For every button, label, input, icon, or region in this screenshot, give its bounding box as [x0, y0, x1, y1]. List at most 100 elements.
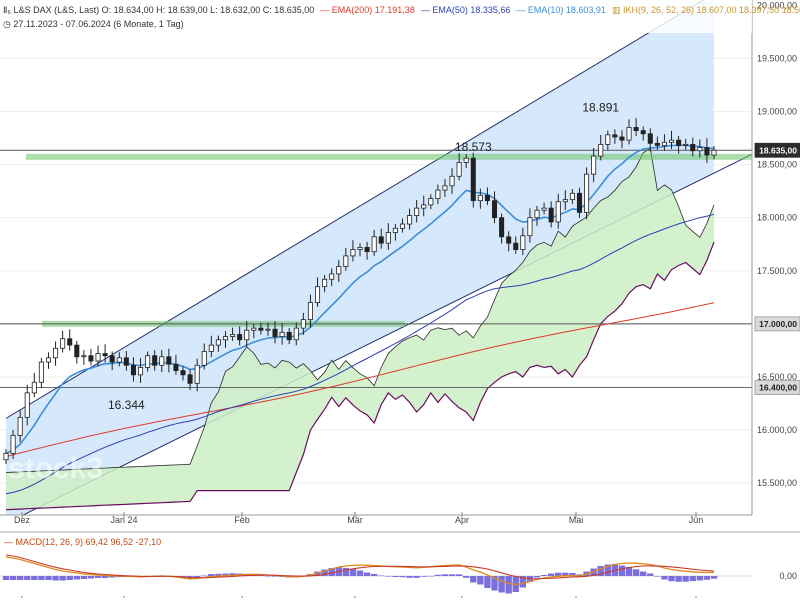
y-tick-label: 16.000,00	[757, 425, 797, 435]
header-period: ◷ 27.11.2023 - 07.06.2024 (6 Monate, 1 T…	[3, 19, 184, 29]
macd-histogram-bar	[576, 574, 583, 576]
candle-body	[102, 353, 108, 357]
price-annotation: 18.891	[582, 100, 619, 114]
macd-histogram-bar	[16, 576, 24, 580]
candle-body	[10, 434, 16, 454]
candle-body	[676, 139, 682, 146]
y-tick-label: 19.500,00	[757, 53, 797, 63]
macd-histogram-bar	[498, 576, 505, 593]
macd-histogram-bar	[668, 576, 675, 582]
macd-histogram-bar	[590, 568, 597, 576]
candle-body	[477, 194, 483, 202]
candle-body	[661, 141, 667, 146]
macd-histogram-bar	[378, 575, 385, 577]
candle-body	[300, 319, 306, 329]
price-tag-label: 18.635,00	[759, 145, 797, 155]
macd-histogram-bar	[455, 574, 463, 576]
channel-upper-line	[5, 0, 705, 419]
candle-body	[244, 329, 250, 341]
candle-body	[385, 232, 391, 244]
trend-channel	[6, 0, 714, 515]
candle-body	[60, 338, 66, 349]
support-zone	[26, 153, 752, 160]
x-month-label: Apr	[455, 515, 469, 525]
candle-body	[378, 236, 384, 244]
candle-body	[215, 339, 221, 346]
macd-histogram-bar	[540, 575, 548, 576]
macd-histogram-bar	[484, 576, 491, 588]
candle-body	[95, 353, 101, 362]
candle-body	[576, 192, 583, 213]
y-tick-label: 16.500,00	[757, 372, 797, 382]
x-month-label: Dez	[14, 515, 31, 525]
candle-body	[145, 355, 151, 368]
candle-body	[633, 127, 639, 132]
ema200-line	[5, 302, 715, 458]
candle-body	[364, 247, 370, 253]
macd-histogram-bar	[31, 576, 38, 580]
candle-body	[116, 357, 122, 363]
candle-body	[258, 327, 264, 331]
candle-body	[392, 227, 398, 233]
candle-body	[45, 357, 52, 363]
candle-body	[569, 192, 575, 201]
candle-body	[619, 136, 625, 141]
candle-body	[130, 364, 136, 376]
ikh-span-a-line	[5, 147, 715, 473]
candle-body	[668, 139, 675, 143]
macd-histogram-bar	[640, 571, 647, 576]
candle-body	[541, 207, 547, 211]
candle-body	[456, 162, 462, 177]
candle-body	[463, 157, 469, 163]
macd-histogram-bar	[703, 576, 711, 580]
stock3-watermark: stock3	[8, 452, 103, 485]
macd-histogram-bar	[519, 576, 527, 588]
price-tag-box	[754, 142, 800, 158]
macd-histogram-bar	[420, 576, 427, 577]
candle-body	[534, 209, 540, 219]
macd-histogram-bar	[342, 568, 350, 576]
macd-histogram-bar	[349, 569, 357, 576]
macd-histogram-bar	[618, 565, 626, 576]
x-month-label: Feb	[234, 515, 250, 525]
macd-histogram-bar	[562, 572, 569, 576]
macd-histogram-bar	[427, 575, 434, 577]
macd-histogram-bar	[208, 574, 215, 576]
macd-histogram-bar	[505, 576, 512, 594]
price-tag-label: 16.400,00	[759, 383, 797, 393]
candle-body	[194, 364, 200, 384]
candle-body	[484, 194, 490, 202]
macd-histogram-bar	[604, 564, 611, 576]
macd-legend: — MACD(12, 26, 9) 69,42 96,52 -27,10	[4, 537, 161, 547]
macd-histogram-bar	[370, 574, 378, 576]
macd-signal-line	[5, 554, 715, 580]
macd-histogram-bar	[385, 576, 392, 577]
candle-body	[187, 374, 193, 384]
macd-histogram-bar	[654, 576, 661, 577]
candle-body	[159, 356, 165, 366]
candle-body	[442, 185, 448, 191]
candle-body	[527, 217, 533, 237]
candle-body	[201, 351, 207, 366]
macd-histogram-bar	[399, 576, 406, 578]
price-annotation: 18.573	[455, 140, 492, 154]
macd-histogram-bar	[413, 576, 420, 578]
macd-histogram-bar	[264, 575, 272, 577]
ikh-span-b-line	[5, 241, 715, 511]
candle-body	[88, 355, 94, 362]
header-bg	[0, 0, 752, 33]
candle-body	[81, 355, 87, 358]
candle-body	[222, 336, 229, 341]
macd-histogram-bar	[647, 573, 654, 576]
candle-body	[647, 133, 653, 144]
candle-body	[329, 273, 335, 280]
candle-body	[180, 370, 186, 376]
candle-body	[449, 175, 455, 187]
candle-body	[350, 249, 356, 257]
macd-histogram-bar	[271, 576, 279, 577]
ichimoku-cloud	[6, 148, 714, 510]
macd-histogram-bar	[80, 576, 88, 579]
macd-histogram-bar	[222, 573, 229, 576]
macd-histogram-bar	[597, 566, 604, 576]
